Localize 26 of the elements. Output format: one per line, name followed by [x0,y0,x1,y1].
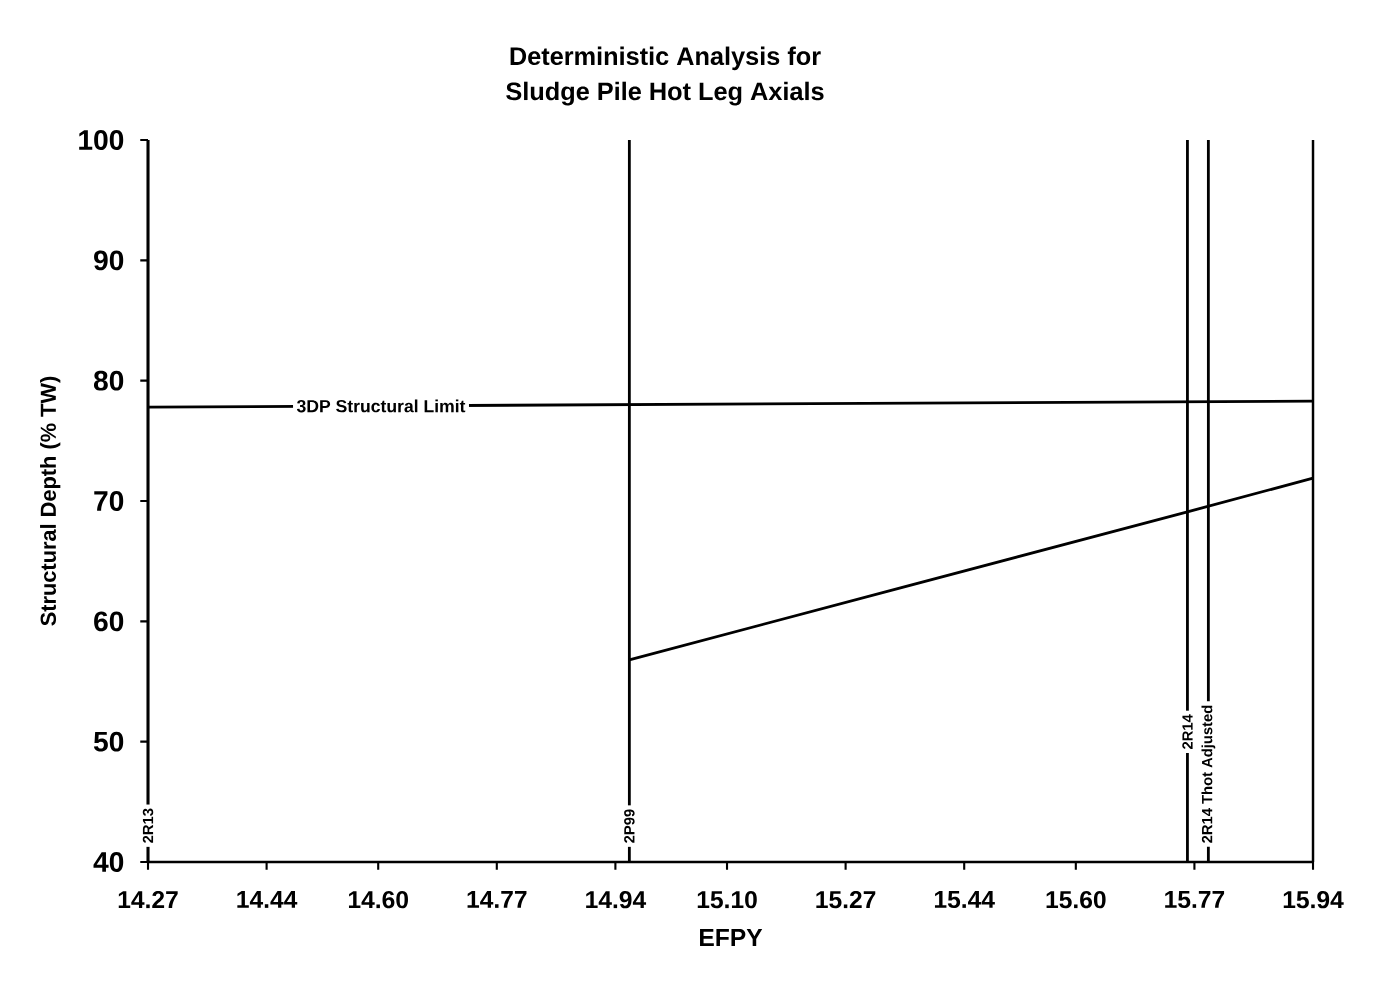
y-axis-title: Structural Depth (% TW) [40,376,61,626]
ref-line-label: 2R14 Thot Adjusted [1201,705,1216,843]
y-tick-label: 100 [79,130,124,150]
x-tick-label: 15.44 [934,890,995,909]
chart-title: Deterministic Analysis for Sludge Pile Hot Leg Axials [506,46,824,106]
y-tick-label: 40 [93,852,124,872]
x-tick-label: 14.27 [118,890,178,909]
y-tick-label: 80 [93,370,124,391]
ref-line-label: 2P99 [624,809,635,843]
y-tick-label: 60 [94,611,124,632]
y-tick-label: 50 [93,731,124,752]
x-axis-title: EFPY [700,928,763,946]
ref-line-label: 2R13 [142,808,154,843]
series-label: 3DP Structural Limit [296,399,466,413]
x-tick-label: 14.60 [348,890,408,909]
x-tick-label: 14.94 [586,890,647,909]
y-tick-label: 70 [94,491,124,511]
x-tick-label: 15.77 [1165,890,1225,909]
x-tick-label: 14.44 [237,890,298,908]
x-tick-label: 15.94 [1283,890,1344,909]
x-tick-label: 14.77 [467,890,527,908]
x-tick-label: 15.10 [697,890,757,909]
x-tick-label: 15.60 [1046,890,1106,909]
y-tick-label: 90 [94,250,124,271]
ref-line-label: 2R14 [1182,714,1193,749]
x-tick-label: 15.27 [816,890,876,909]
